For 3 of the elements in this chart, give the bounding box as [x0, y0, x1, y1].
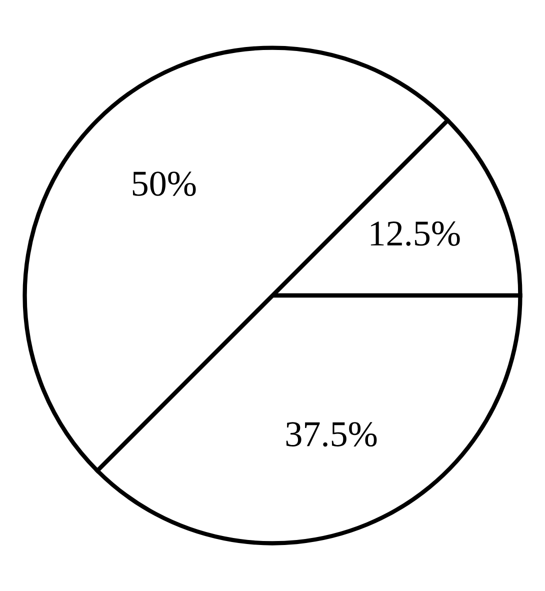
data-label: 50% [132, 172, 196, 196]
data-label: 12.5% [370, 221, 460, 246]
data-label: 37.5% [286, 422, 377, 447]
